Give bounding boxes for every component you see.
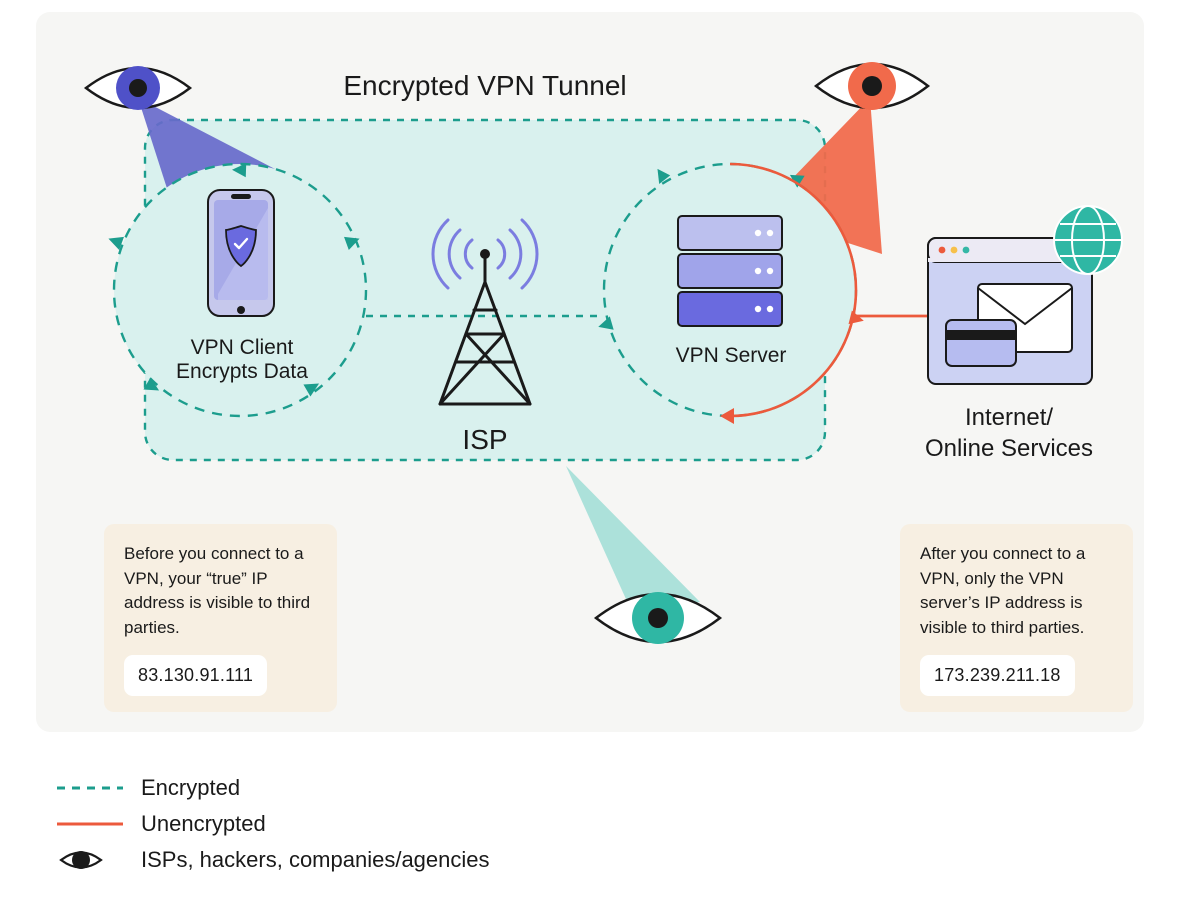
isp-label: ISP — [440, 424, 530, 456]
after-text: After you connect to a VPN, only the VPN… — [920, 542, 1113, 641]
internet-label: Internet/ Online Services — [904, 402, 1114, 464]
teal-eye-icon — [596, 592, 720, 644]
internet-line2: Online Services — [925, 435, 1093, 462]
purple-eye-icon — [86, 66, 190, 110]
legend-eyes: ISPs, hackers, companies/agencies — [55, 842, 490, 878]
legend-unencrypted-label: Unencrypted — [141, 811, 266, 837]
before-text: Before you connect to a VPN, your “true”… — [124, 542, 317, 641]
vpn-server-label: VPN Server — [636, 344, 826, 368]
before-ip-pill: 83.130.91.111 — [124, 655, 267, 696]
legend-encrypted-label: Encrypted — [141, 775, 240, 801]
after-ip-pill: 173.239.211.18 — [920, 655, 1075, 696]
legend-eyes-label: ISPs, hackers, companies/agencies — [141, 847, 490, 873]
vpn-client-line1: VPN Client — [191, 336, 294, 359]
server-icon — [678, 216, 782, 326]
teal-cone — [566, 466, 700, 608]
globe-icon — [1054, 206, 1122, 274]
internet-line1: Internet/ — [965, 404, 1053, 431]
orange-eye-icon — [816, 62, 928, 110]
vpn-client-label: VPN Client Encrypts Data — [142, 336, 342, 384]
phone-icon — [208, 190, 274, 316]
before-card: Before you connect to a VPN, your “true”… — [104, 524, 337, 712]
legend-unencrypted: Unencrypted — [55, 806, 490, 842]
after-card: After you connect to a VPN, only the VPN… — [900, 524, 1133, 712]
diagram-root: Encrypted VPN Tunnel ISP VPN Client Encr… — [0, 0, 1180, 905]
vpn-client-line2: Encrypts Data — [176, 360, 308, 383]
legend: Encrypted Unencrypted ISPs, hackers, com… — [55, 770, 490, 878]
legend-encrypted: Encrypted — [55, 770, 490, 806]
title-label: Encrypted VPN Tunnel — [340, 70, 630, 102]
